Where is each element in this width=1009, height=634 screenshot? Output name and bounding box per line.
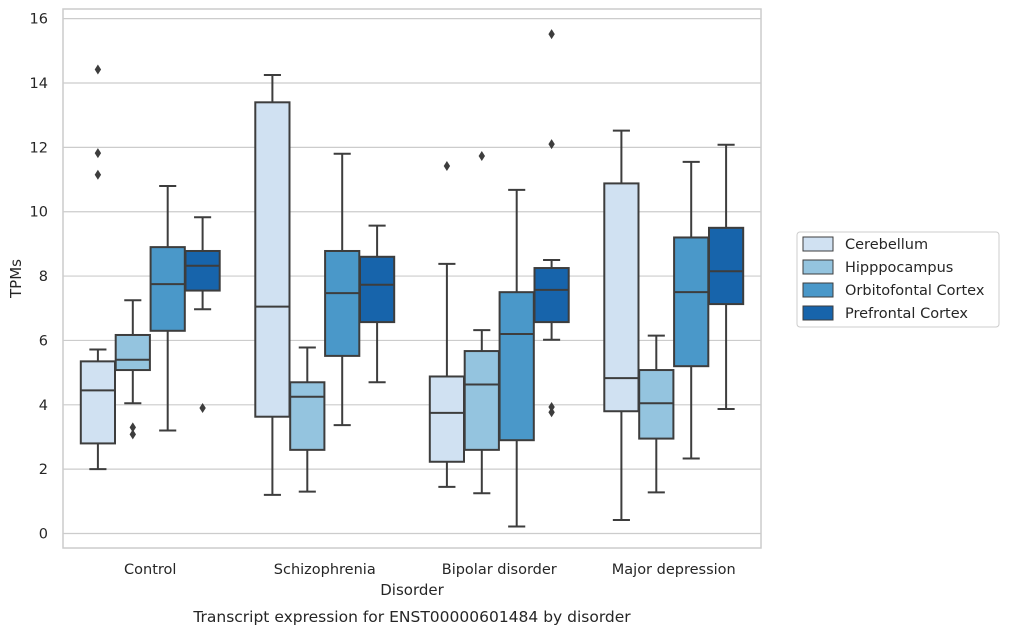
outlier-point (129, 429, 136, 440)
legend: Cerebellum Hipppocampus Orbitofontal Corte… (796, 231, 1000, 328)
box-iqr (79, 360, 117, 445)
x-tick-label: Control (124, 562, 176, 578)
box-2-3 (533, 29, 570, 418)
outlier-point (94, 169, 102, 180)
box-1-0 (254, 73, 291, 496)
outlier-point (548, 402, 555, 413)
box-iqr (358, 255, 396, 324)
box-iqr (289, 381, 326, 451)
y-tick-label: 4 (39, 398, 48, 414)
box-iqr (603, 182, 640, 413)
box-0-3 (184, 216, 221, 414)
y-tick-label: 0 (39, 527, 48, 543)
x-tick-label: Schizophrenia (274, 562, 376, 578)
legend-label: Hipppocampus (845, 260, 953, 276)
y-tick-label: 12 (30, 140, 48, 156)
box-0-1 (114, 299, 151, 440)
y-tick-label: 2 (39, 462, 48, 478)
legend-item: Orbitofontal Cortex (802, 282, 985, 299)
box-0-2 (149, 184, 186, 432)
box-iqr (324, 249, 361, 357)
box-3-3 (707, 143, 745, 410)
box-1-2 (324, 152, 361, 427)
legend-label: Cerebellum (845, 237, 928, 253)
box-0-0 (79, 64, 117, 471)
outlier-point (548, 407, 555, 418)
box-iqr (707, 226, 745, 306)
chart-caption: Transcript expression for ENST0000060148… (192, 608, 631, 626)
box-1-3 (358, 224, 396, 384)
outlier-point (478, 151, 485, 162)
box-2-2 (498, 188, 535, 528)
legend-item: Hipppocampus (802, 259, 953, 276)
box-iqr (428, 375, 466, 463)
legend-frame (796, 231, 1000, 328)
box-2-0 (428, 161, 466, 488)
legend-label: Prefrontal Cortex (845, 306, 968, 322)
outlier-point (129, 422, 136, 433)
box-iqr (114, 333, 151, 372)
legend-swatch (802, 236, 834, 252)
outlier-point (548, 29, 555, 40)
box-3-0 (603, 129, 640, 522)
box-3-1 (638, 334, 675, 494)
box-iqr (254, 101, 291, 418)
legend-swatch (802, 259, 834, 275)
y-tick-label: 10 (30, 205, 48, 221)
box-3-2 (673, 160, 710, 460)
y-tick-label: 8 (39, 269, 48, 285)
box-iqr (533, 267, 570, 324)
legend-swatch (802, 305, 834, 321)
outlier-point (199, 403, 206, 414)
y-tick-label: 14 (30, 76, 48, 92)
box-iqr (463, 350, 500, 451)
outlier-point (94, 148, 102, 159)
legend-item: Cerebellum (802, 236, 928, 253)
box-iqr (638, 369, 675, 440)
y-tick-labels: 0 2 4 6 8 10 12 14 16 (30, 12, 48, 543)
y-tick-label: 6 (39, 333, 48, 349)
y-tick-label: 16 (30, 12, 48, 28)
x-axis-label: Disorder (380, 581, 444, 599)
outlier-point (443, 161, 451, 172)
legend-item: Prefrontal Cortex (802, 305, 968, 322)
x-tick-label: Major depression (612, 562, 736, 578)
box-iqr (498, 291, 535, 442)
x-tick-label: Bipolar disorder (442, 562, 557, 578)
legend-label: Orbitofontal Cortex (845, 283, 985, 299)
box-iqr (184, 249, 221, 292)
x-tick-labels: Control Schizophrenia Bipolar disorder Majo… (124, 562, 736, 578)
plot-area-frame (62, 8, 762, 549)
box-1-1 (289, 346, 326, 493)
boxes (79, 29, 745, 528)
box-iqr (673, 236, 710, 368)
outlier-point (94, 64, 102, 75)
outlier-point (548, 139, 555, 150)
box-iqr (149, 246, 186, 332)
y-axis-label: TPMs (7, 259, 25, 299)
legend-swatch (802, 282, 834, 298)
box-2-1 (463, 151, 500, 495)
